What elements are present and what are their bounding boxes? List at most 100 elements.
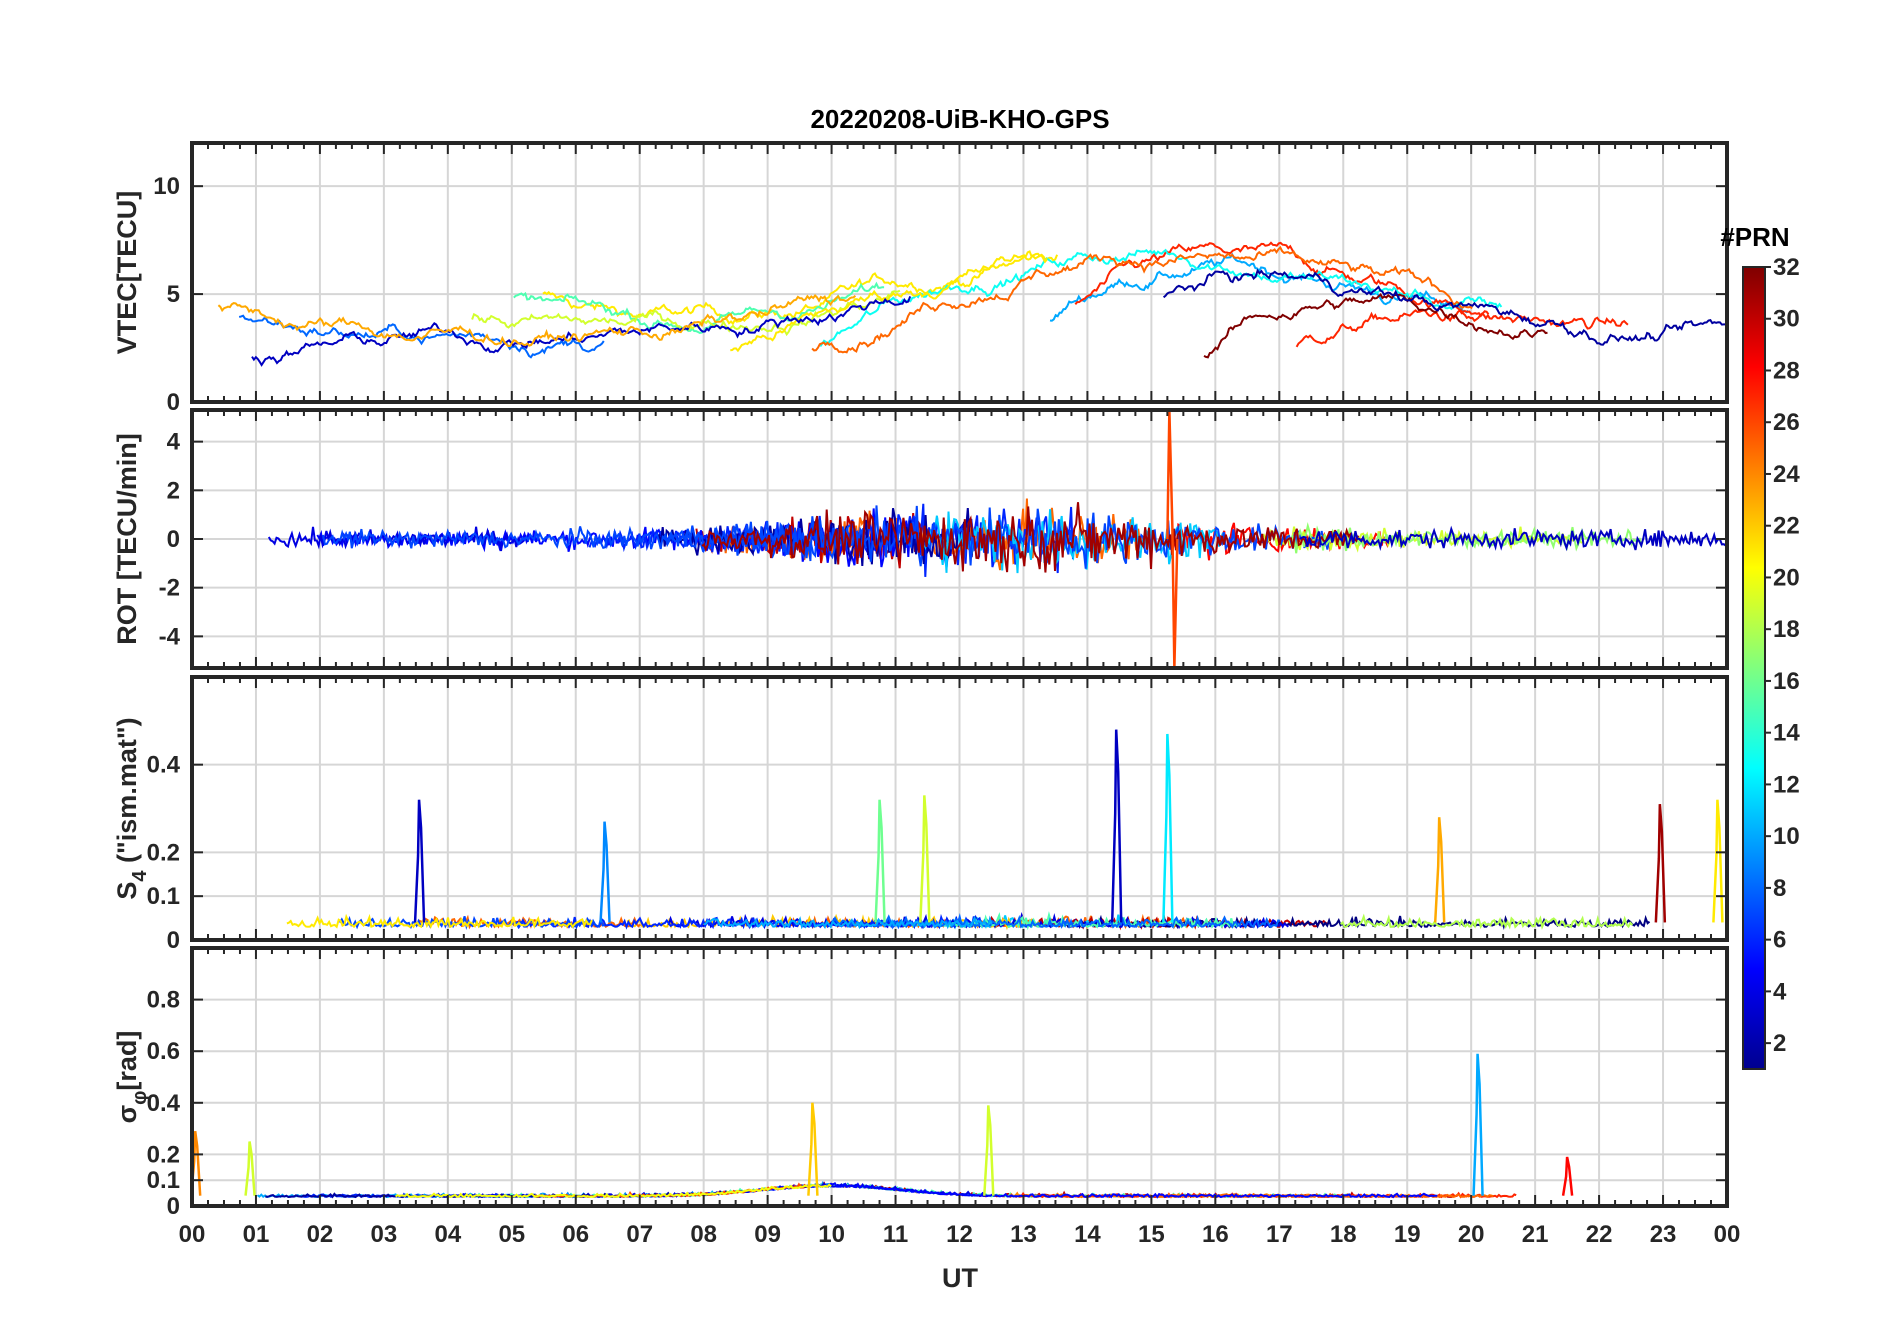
series-line-prn-25: [811, 245, 1473, 354]
colorbar-title: #PRN: [1720, 222, 1789, 252]
colorbar-tick-label: 20: [1773, 564, 1800, 591]
peak-line-prn-12: [1162, 733, 1174, 923]
series-line-prn-18: [1340, 913, 1634, 930]
colorbar-tick-label: 2: [1773, 1030, 1786, 1057]
colorbar-tick-label: 4: [1773, 978, 1787, 1005]
peak-line-prn-3: [413, 799, 426, 923]
colorbar-gradient: [1742, 266, 1766, 1070]
colorbar-tick-label: 26: [1773, 409, 1800, 436]
series-line-prn-21: [730, 250, 1048, 353]
chart-title: 20220208-UiB-KHO-GPS: [810, 104, 1109, 134]
peak-line-prn-28: [1561, 1156, 1574, 1196]
y-tick-label: 0.1: [147, 883, 180, 910]
x-tick-label: 09: [754, 1221, 781, 1248]
series-line-prn-7: [322, 516, 867, 562]
colorbar-tick-label: 12: [1773, 771, 1800, 798]
y-tick-label: 0.6: [147, 1038, 180, 1065]
x-tick-label: 15: [1138, 1221, 1165, 1248]
x-tick-label: 23: [1650, 1221, 1677, 1248]
x-tick-label: 14: [1074, 1221, 1101, 1248]
series-line-prn-2: [1162, 268, 1726, 346]
panel-frame: [190, 675, 1729, 942]
x-tick-label: 13: [1010, 1221, 1037, 1248]
series-line-prn-20: [395, 1183, 832, 1199]
panel-frame: [190, 141, 1729, 404]
x-tick-label: 01: [243, 1221, 270, 1248]
x-tick-label: 11: [883, 1221, 908, 1248]
colorbar-tick-label: 10: [1773, 823, 1800, 850]
peak-line-prn-21: [1712, 799, 1724, 923]
colorbar-tick-label: 16: [1773, 668, 1800, 695]
x-tick-label: 03: [371, 1221, 398, 1248]
x-tick-label: 10: [818, 1221, 845, 1248]
peak-line-prn-16: [874, 799, 886, 923]
y-tick-label: 0: [167, 927, 180, 954]
peak-line-prn-19: [983, 1105, 995, 1196]
series-line-prn-17: [1289, 521, 1643, 554]
y-tick-label: 10: [153, 173, 180, 200]
x-tick-label: 00: [1714, 1221, 1741, 1248]
y-label-rest: [rad]: [112, 1031, 142, 1091]
x-tick-label: 20: [1458, 1221, 1485, 1248]
y-tick-label: 0: [167, 526, 180, 553]
colorbar-tick-label: 6: [1773, 927, 1786, 954]
y-tick-label: 0.2: [147, 1141, 180, 1168]
x-axis-label: UT: [942, 1263, 978, 1293]
peak-line-prn-31: [1654, 804, 1667, 923]
y-label-sub: 4: [129, 870, 151, 882]
colorbar-tick-label: 22: [1773, 513, 1800, 540]
series-line-prn-5: [761, 1181, 1438, 1199]
colorbar-tick-label: 14: [1773, 720, 1800, 747]
y-tick-label: 0: [167, 389, 180, 416]
x-tick-label: 19: [1394, 1221, 1421, 1248]
x-tick-label: 04: [434, 1221, 461, 1248]
y-tick-label: 5: [167, 281, 180, 308]
peak-line-prn-3: [1110, 729, 1123, 923]
x-tick-label: 22: [1586, 1221, 1613, 1248]
x-tick-label: 12: [946, 1221, 973, 1248]
y-axis-label: VTEC[TECU]: [112, 191, 142, 355]
colorbar-tick-label: 24: [1773, 461, 1800, 488]
colorbar-tick-label: 28: [1773, 357, 1800, 384]
series-group: [286, 729, 1724, 931]
series-line-prn-27: [1295, 308, 1490, 348]
rot-spike: [1166, 410, 1179, 668]
x-axis-tick-labels: 00 01 02 03 04 05 06 07 08 09 10 11 12 13 14 15 16 17 18 19…: [179, 1221, 1741, 1248]
colorbar-tick-label: 18: [1773, 616, 1800, 643]
x-tick-label: 16: [1202, 1221, 1229, 1248]
series-line-prn-15: [513, 281, 885, 335]
panel-sigphi: 00.10.2 0.4 0.6 0.8 σφ[rad]: [112, 946, 1729, 1220]
x-tick-label: 07: [626, 1221, 653, 1248]
series-group: [217, 241, 1726, 367]
series-line-prn-32: [1203, 293, 1548, 359]
series-line-prn-10: [703, 915, 993, 930]
y-label-rest: ("ism.mat"): [112, 717, 142, 870]
series-line-prn-21: [286, 913, 593, 930]
x-tick-label: 02: [307, 1221, 334, 1248]
y-tick-label: 0.1: [147, 1167, 180, 1194]
y-tick-label: 4: [167, 429, 181, 456]
y-tick-label: 0.8: [147, 987, 180, 1014]
y-tick-label: 0: [167, 1193, 180, 1220]
series-line-prn-23: [217, 293, 857, 348]
panel-frame: [190, 408, 1729, 670]
peak-line-prn-9: [599, 821, 611, 923]
panel-vtec: 0 5 10 VTEC[TECU]: [112, 141, 1729, 416]
x-tick-label: 06: [562, 1221, 589, 1248]
peak-line-prn-19: [244, 1141, 256, 1196]
series-line-prn-8: [238, 314, 605, 359]
peak-line-prn-10: [1472, 1053, 1484, 1196]
y-label-main: S: [112, 882, 142, 900]
x-tick-label: 05: [498, 1221, 525, 1248]
panel-rot: -4 -2 0 2 4 ROT [TECU/min]: [112, 408, 1729, 670]
peak-line-prn-19: [919, 795, 931, 923]
x-tick-label: 21: [1522, 1221, 1549, 1248]
y-axis-label: S4 ("ism.mat"): [112, 717, 151, 899]
x-tick-label: 08: [690, 1221, 717, 1248]
colorbar-tick-label: 30: [1773, 306, 1800, 333]
y-label-main: σ: [112, 1105, 142, 1123]
y-tick-label: 0.2: [147, 839, 180, 866]
